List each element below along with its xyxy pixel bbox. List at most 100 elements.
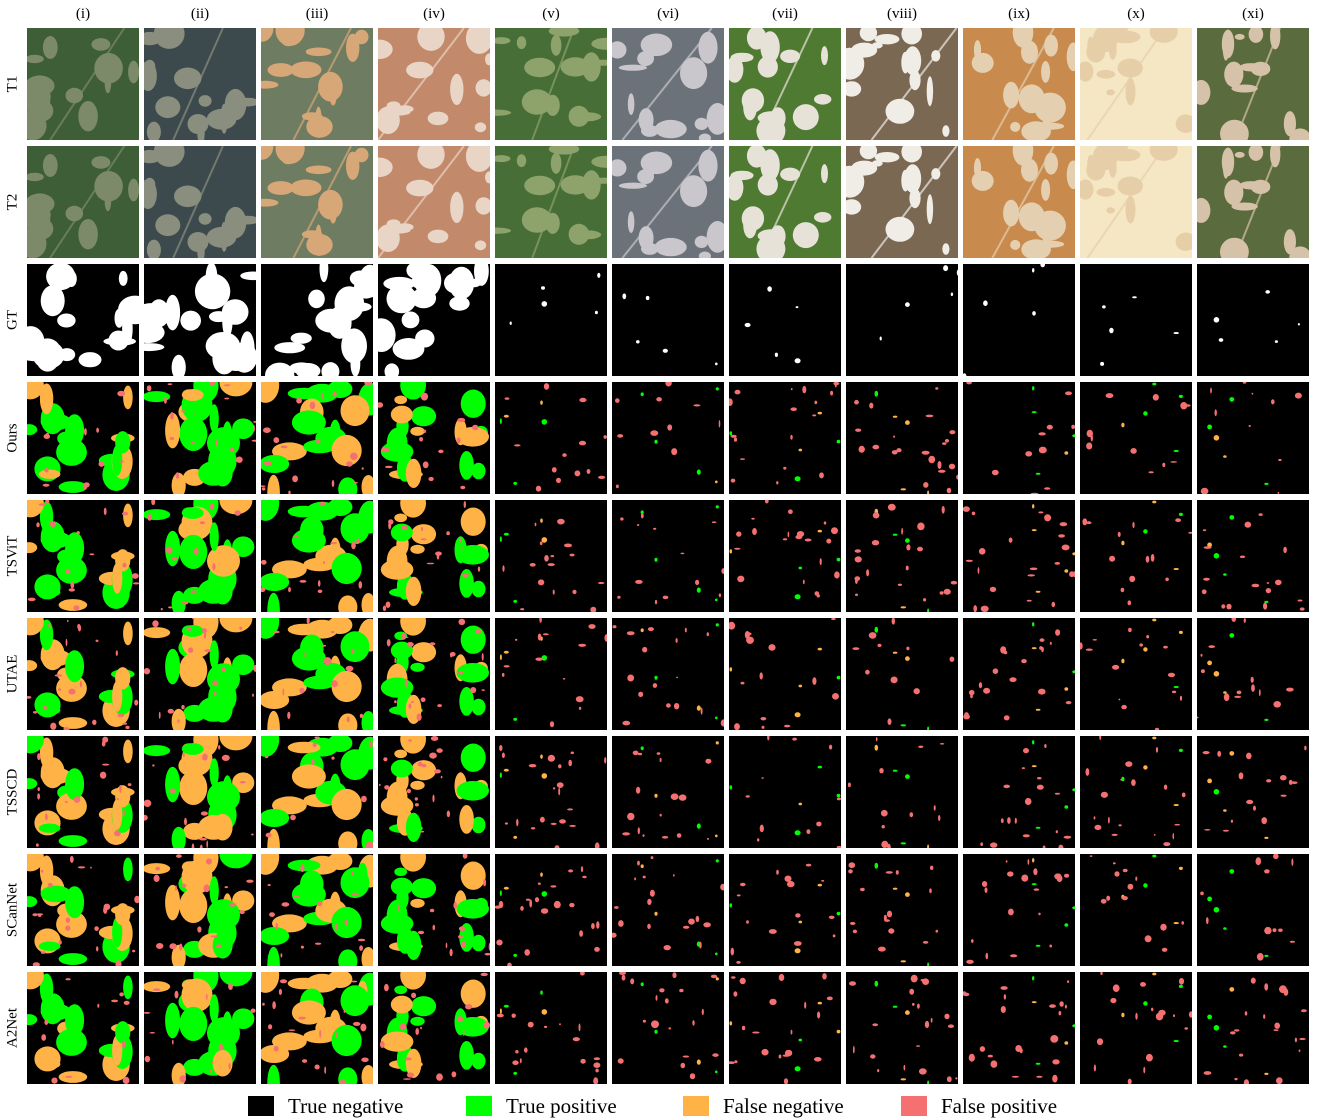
true-positive-region [56,438,87,466]
image-region [743,211,757,239]
false-positive-region [525,898,531,901]
false-positive-region [317,900,323,907]
image-region [144,59,156,73]
true-positive-region [1173,450,1179,452]
true-positive-region [38,823,61,833]
row-label: TSSCD [4,768,21,816]
change-region [265,362,295,376]
legend-item: False positive [901,1094,1057,1118]
image-region [65,87,84,104]
false-positive-region [40,951,46,954]
true-positive-region [471,1052,486,1070]
image-region [474,240,487,251]
false-positive-region [38,913,42,917]
satellite-image-tile [729,28,841,140]
mask-background [729,264,841,376]
false-positive-region [1044,744,1047,748]
false-positive-region [634,877,636,881]
true-positive-region [331,1024,362,1057]
false-positive-region [574,470,581,477]
false-negative-region [817,1001,822,1005]
false-positive-region [950,580,958,585]
false-positive-region [330,630,335,634]
false-negative-region [400,736,426,754]
image-region [874,34,900,45]
false-positive-region [659,813,662,817]
prediction-mask-tile [261,618,373,730]
false-positive-region [1027,859,1030,865]
true-positive-region [261,736,280,757]
column-label: (i) [75,6,91,22]
false-positive-region [1000,1006,1006,1013]
prediction-mask-tile [612,382,724,494]
false-positive-region [834,382,837,388]
false-positive-region [920,978,927,982]
false-positive-region [653,527,657,530]
false-positive-region [663,945,671,951]
false-positive-region [906,646,910,651]
true-positive-region [165,1002,181,1039]
false-positive-region [423,429,427,433]
false-positive-region [524,949,530,956]
false-positive-region [981,881,988,887]
true-positive-region [1143,529,1148,534]
false-positive-region [978,548,986,555]
false-positive-region [68,688,76,695]
image-region [354,29,369,45]
false-positive-region [239,626,243,630]
false-positive-region [280,445,288,449]
false-positive-region [504,397,510,400]
false-negative-region [1152,618,1157,622]
false-negative-region [1064,569,1069,573]
true-positive-region [471,698,486,716]
false-negative-region [540,400,543,405]
true-positive-region [513,953,518,957]
image-region [851,160,878,176]
false-positive-region [206,840,208,848]
true-positive-region [209,640,219,670]
false-positive-region [627,674,635,682]
false-positive-region [170,412,174,420]
false-positive-region [65,1075,73,1078]
false-positive-region [432,794,435,803]
false-negative-region [927,490,930,494]
false-positive-region [422,461,429,469]
false-positive-region [877,643,882,648]
image-region [1034,92,1066,123]
true-positive-region [503,532,509,536]
false-positive-region [94,926,99,931]
ground-truth-mask-tile [144,264,256,376]
change-region [27,334,38,351]
false-positive-region [235,456,243,463]
false-positive-region [656,397,662,402]
false-positive-region [426,562,435,565]
false-positive-region [1206,917,1209,925]
false-negative-region [1143,765,1148,770]
image-region [305,165,332,175]
true-positive-region [1032,386,1035,391]
false-positive-region [1055,629,1061,636]
false-positive-region [562,678,566,680]
false-positive-region [411,701,414,704]
false-positive-region [1049,641,1052,645]
true-positive-region [207,899,240,931]
false-positive-region [594,946,600,952]
false-negative-region [900,960,907,963]
false-positive-region [1255,857,1262,866]
false-positive-region [614,906,619,909]
prediction-mask-tile [846,736,958,848]
false-positive-region [344,919,349,926]
false-negative-region [1064,1041,1069,1045]
true-positive-region [874,626,879,633]
false-negative-region [27,972,44,990]
false-negative-region [460,507,486,536]
true-positive-region [410,662,425,672]
false-positive-region [878,946,886,952]
true-positive-region [456,663,489,683]
false-positive-region [570,751,574,755]
false-positive-region [123,1000,130,1005]
false-positive-region [239,910,245,915]
change-region [645,295,650,301]
prediction-mask-tile [963,500,1075,612]
false-positive-region [1234,1029,1240,1032]
